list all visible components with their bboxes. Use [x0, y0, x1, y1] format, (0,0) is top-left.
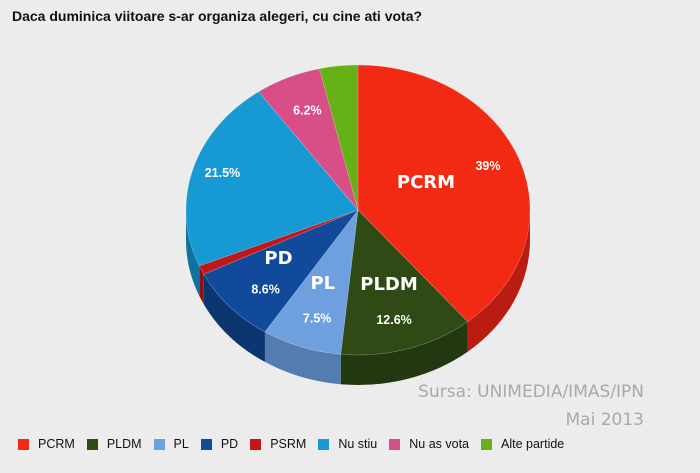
slice-party-pcrm: PCRM [397, 172, 455, 193]
pie-slice-psrm [198, 209, 359, 275]
legend-item-pldm: PLDM [86, 437, 142, 451]
slice-party-pl: PL [310, 273, 335, 294]
slice-party-pldm: PLDM [360, 274, 418, 295]
legend-swatch [389, 438, 401, 450]
pie-side-pldm [340, 321, 468, 385]
slice-pct-pl: 7.5% [303, 312, 332, 326]
source-note: Sursa: UNIMEDIA/IMAS/IPN Mai 2013 [418, 378, 644, 434]
slice-party-pd: PD [264, 248, 292, 269]
legend-label: PD [220, 437, 239, 451]
pie-slice-pcrm [357, 64, 531, 323]
legend: PCRM PLDM PL PD PSRM Nu stiu Nu as vota Alte pa… [18, 437, 698, 451]
legend-item-psrm: PSRM [250, 437, 306, 451]
legend-item-pl: PL [153, 437, 189, 451]
slice-pct-pldm: 12.6% [376, 313, 411, 327]
legend-label: Nu stiu [338, 437, 378, 451]
pie-slice-nu-stiu [185, 91, 359, 267]
legend-swatch [18, 438, 29, 450]
source-line: Sursa: UNIMEDIA/IMAS/IPN [418, 382, 644, 402]
legend-swatch [86, 438, 98, 450]
legend-swatch [250, 438, 262, 450]
legend-label: Alte partide [501, 437, 565, 451]
pie-side-psrm [199, 265, 204, 305]
legend-label: PL [173, 437, 189, 451]
pie-side-pd [203, 274, 265, 362]
legend-item-pcrm: PCRM [18, 437, 75, 451]
legend-item-nu-stiu: Nu stiu [318, 437, 377, 451]
legend-label: PSRM [270, 437, 307, 451]
legend-item-pd: PD [200, 437, 239, 451]
legend-label: PLDM [106, 437, 142, 451]
source-date: Mai 2013 [565, 410, 644, 430]
legend-label: PCRM [38, 437, 75, 451]
legend-item-nu-as-vota: Nu as vota [389, 437, 469, 451]
legend-item-alte-partide: Alte partide [481, 437, 564, 451]
pie-slice-alte-partide [319, 64, 359, 211]
legend-swatch [481, 438, 493, 450]
slice-pct-nu-as-vota: 6.2% [293, 104, 322, 118]
pie-side-nu-stiu [186, 210, 200, 296]
legend-label: Nu as vota [409, 437, 470, 451]
pie-slice-pl [264, 208, 359, 355]
pie-side-pl [264, 331, 341, 385]
slice-pct-pd: 8.6% [251, 283, 280, 297]
pie-slice-pd [203, 209, 359, 333]
pie-side-pcrm [467, 210, 530, 352]
pie-slice-pldm [340, 209, 469, 356]
chart-title: Daca duminica viitoare s-ar organiza ale… [12, 8, 423, 24]
slice-pct-nu-stiu: 21.5% [205, 166, 240, 180]
slice-pct-pcrm: 39% [475, 159, 500, 173]
legend-swatch [318, 438, 330, 450]
pie-slice-nu-as-vota [258, 68, 359, 211]
legend-swatch [153, 438, 165, 450]
legend-swatch [200, 438, 212, 450]
